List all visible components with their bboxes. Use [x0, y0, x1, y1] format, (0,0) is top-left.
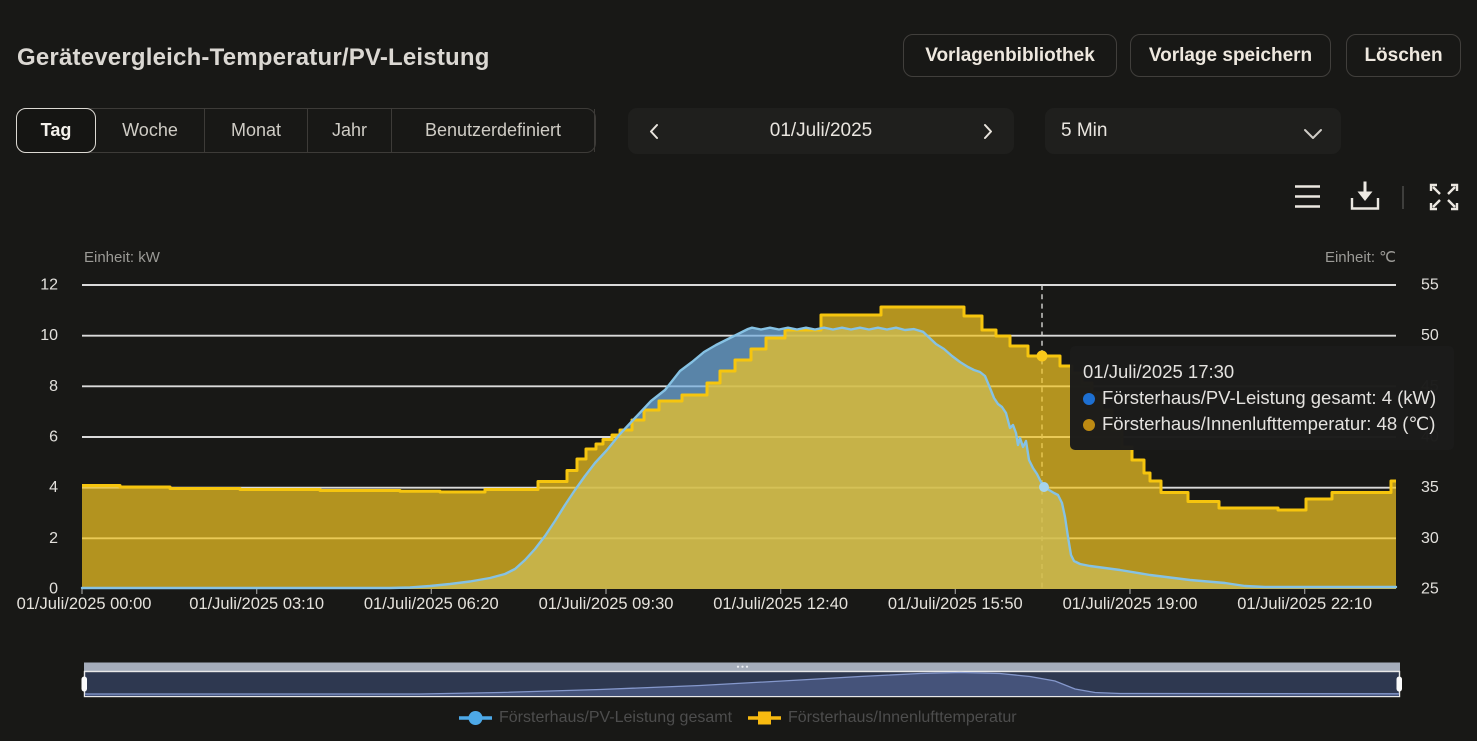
svg-text:01/Juli/2025 19:00: 01/Juli/2025 19:00 [1063, 595, 1198, 613]
svg-text:55: 55 [1421, 277, 1439, 294]
svg-text:6: 6 [49, 429, 58, 446]
svg-text:30: 30 [1421, 530, 1439, 547]
svg-text:01/Juli/2025 22:10: 01/Juli/2025 22:10 [1237, 595, 1372, 613]
svg-text:25: 25 [1421, 581, 1439, 598]
svg-text:01/Juli/2025 12:40: 01/Juli/2025 12:40 [713, 595, 848, 613]
svg-text:01/Juli/2025 00:00: 01/Juli/2025 00:00 [17, 595, 152, 613]
svg-text:0: 0 [49, 581, 58, 598]
svg-text:Einheit: kW: Einheit: kW [84, 249, 161, 266]
svg-text:35: 35 [1421, 479, 1439, 496]
svg-text:01/Juli/2025 09:30: 01/Juli/2025 09:30 [539, 595, 674, 613]
svg-text:12: 12 [40, 277, 58, 294]
svg-text:4: 4 [49, 479, 58, 496]
svg-text:50: 50 [1421, 327, 1439, 344]
svg-text:01/Juli/2025 15:50: 01/Juli/2025 15:50 [888, 595, 1023, 613]
svg-text:8: 8 [49, 378, 58, 395]
svg-text:01/Juli/2025 03:10: 01/Juli/2025 03:10 [189, 595, 324, 613]
svg-text:01/Juli/2025 06:20: 01/Juli/2025 06:20 [364, 595, 499, 613]
svg-text:2: 2 [49, 530, 58, 547]
svg-text:Einheit: ℃: Einheit: ℃ [1325, 249, 1396, 266]
svg-text:10: 10 [40, 327, 58, 344]
